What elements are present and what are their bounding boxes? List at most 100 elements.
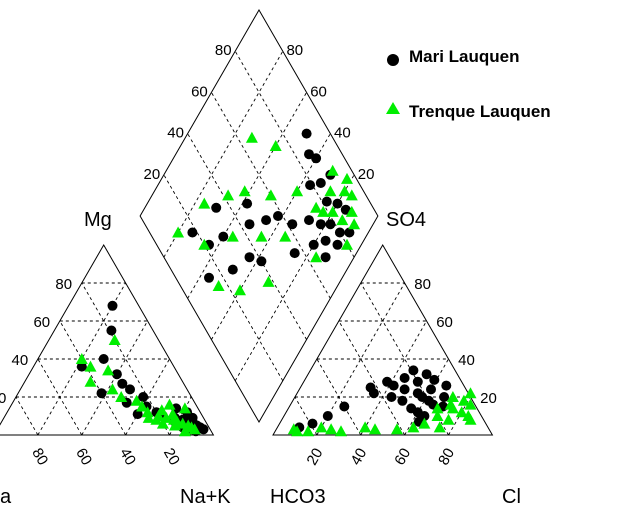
point-mari-lauquen-diamond-17 bbox=[273, 211, 283, 221]
diamond-grid-a-80 bbox=[163, 50, 284, 258]
diamond-grid-b-60 bbox=[211, 92, 331, 299]
tick-label-diamond-so4-60: 60 bbox=[310, 83, 327, 100]
point-mari-lauquen-diamond-26 bbox=[227, 264, 238, 275]
point-mari-lauquen-diamond-2 bbox=[334, 227, 345, 238]
point-trenque-lauquen-anion-12 bbox=[391, 423, 403, 435]
cation-grid-r-60 bbox=[81, 320, 148, 436]
legend-marker-trenque-lauquen bbox=[386, 102, 400, 114]
point-trenque-lauquen-diamond-16 bbox=[255, 230, 268, 242]
point-mari-lauquen-cation-1 bbox=[106, 325, 117, 336]
point-mari-lauquen-diamond-24 bbox=[211, 202, 222, 213]
point-trenque-lauquen-diamond-25 bbox=[172, 226, 185, 238]
point-trenque-lauquen-anion-23 bbox=[444, 398, 457, 410]
point-mari-lauquen-diamond-3 bbox=[332, 198, 343, 209]
diamond-grid-a-60 bbox=[187, 92, 307, 299]
point-trenque-lauquen-diamond-5 bbox=[326, 164, 339, 176]
point-trenque-lauquen-diamond-12 bbox=[291, 185, 304, 197]
point-mari-lauquen-anion-12 bbox=[439, 392, 450, 402]
tick-label-mg-80: 80 bbox=[55, 276, 72, 293]
anion-grid-r-80 bbox=[316, 282, 406, 436]
axis-label-hco3: HCO3 bbox=[270, 486, 326, 508]
tick-label-cl-60: 60 bbox=[391, 445, 414, 468]
point-trenque-lauquen-diamond-9 bbox=[317, 205, 330, 217]
anion-grid-l-20 bbox=[294, 396, 318, 436]
point-trenque-lauquen-anion-7 bbox=[431, 402, 444, 414]
point-mari-lauquen-cation-4 bbox=[117, 378, 128, 389]
tick-label-diamond-mg-20: 20 bbox=[144, 166, 161, 183]
cation-grid-l-20 bbox=[15, 396, 39, 436]
point-trenque-lauquen-diamond-26 bbox=[269, 140, 282, 151]
point-mari-lauquen-diamond-30 bbox=[301, 128, 312, 139]
point-mari-lauquen-anion-6 bbox=[399, 384, 410, 395]
point-mari-lauquen-diamond-1 bbox=[344, 227, 355, 238]
tick-label-diamond-so4-40: 40 bbox=[334, 125, 351, 142]
point-trenque-lauquen-cation-20 bbox=[142, 411, 155, 423]
point-mari-lauquen-diamond-19 bbox=[261, 215, 272, 226]
point-trenque-lauquen-cation-9 bbox=[141, 406, 154, 418]
tick-label-so4-40: 40 bbox=[458, 352, 475, 369]
tick-label-mg-40: 40 bbox=[12, 352, 29, 369]
gridlines bbox=[15, 50, 471, 436]
legend-marker-mari-lauquen bbox=[387, 54, 399, 66]
point-mari-lauquen-diamond-9 bbox=[320, 235, 331, 246]
point-mari-lauquen-diamond-14 bbox=[320, 252, 331, 263]
point-trenque-lauquen-diamond-22 bbox=[198, 238, 211, 250]
point-trenque-lauquen-cation-3 bbox=[102, 364, 115, 376]
point-trenque-lauquen-diamond-10 bbox=[310, 201, 323, 213]
point-mari-lauquen-cation-3 bbox=[76, 361, 87, 372]
cation-grid-l-60 bbox=[59, 320, 127, 436]
tick-label-diamond-so4-20: 20 bbox=[358, 166, 375, 183]
point-mari-lauquen-cation-6 bbox=[96, 388, 107, 399]
point-trenque-lauquen-diamond-24 bbox=[245, 131, 258, 143]
point-mari-lauquen-diamond-28 bbox=[187, 227, 198, 238]
point-trenque-lauquen-cation-24 bbox=[163, 398, 176, 410]
point-mari-lauquen-cation-5 bbox=[125, 384, 135, 395]
anion-grid-l-60 bbox=[338, 320, 406, 436]
tick-labels: 20 20 20 20 20 20 40 40 40 40 40 40 60 60 60 60 60 60 80 80… bbox=[0, 42, 497, 468]
point-mari-lauquen-diamond-8 bbox=[315, 219, 326, 230]
tick-label-na-k-40: 40 bbox=[116, 445, 139, 468]
point-mari-lauquen-cation-7 bbox=[138, 392, 149, 402]
point-trenque-lauquen-cation-26 bbox=[150, 413, 163, 425]
tick-label-na-k-60: 60 bbox=[72, 445, 95, 468]
tick-label-na-k-80: 80 bbox=[28, 445, 51, 468]
point-trenque-lauquen-anion-10 bbox=[433, 421, 446, 433]
point-trenque-lauquen-anion-17 bbox=[315, 421, 328, 433]
point-trenque-lauquen-anion-20 bbox=[287, 423, 300, 435]
point-mari-lauquen-cation-26 bbox=[111, 369, 122, 380]
point-mari-lauquen-diamond-5 bbox=[325, 219, 336, 230]
point-mari-lauquen-anion-9 bbox=[382, 376, 393, 387]
anion-grid-l-80 bbox=[360, 282, 449, 436]
point-trenque-lauquen-anion-16 bbox=[325, 423, 338, 435]
diamond-grid-b-80 bbox=[234, 50, 355, 258]
data-points bbox=[75, 128, 477, 437]
point-trenque-lauquen-diamond-4 bbox=[345, 189, 358, 201]
axis-label-cations-left: a bbox=[0, 486, 12, 508]
tick-label-so4-80: 80 bbox=[414, 276, 431, 293]
point-trenque-lauquen-cation-25 bbox=[169, 419, 181, 431]
point-mari-lauquen-anion-26 bbox=[408, 365, 419, 376]
point-trenque-lauquen-cation-17 bbox=[188, 423, 201, 435]
point-mari-lauquen-diamond-23 bbox=[244, 252, 255, 263]
point-mari-lauquen-cation-2 bbox=[98, 354, 109, 364]
point-mari-lauquen-diamond-16 bbox=[287, 219, 298, 230]
point-trenque-lauquen-diamond-23 bbox=[212, 280, 225, 291]
tick-label-cl-80: 80 bbox=[435, 445, 458, 468]
point-trenque-lauquen-cation-6 bbox=[115, 391, 128, 402]
point-mari-lauquen-diamond-4 bbox=[321, 196, 332, 207]
point-mari-lauquen-diamond-15 bbox=[308, 239, 319, 250]
point-trenque-lauquen-cation-19 bbox=[155, 404, 168, 416]
point-trenque-lauquen-diamond-17 bbox=[222, 189, 235, 201]
point-trenque-lauquen-diamond-21 bbox=[234, 284, 246, 296]
point-trenque-lauquen-diamond-19 bbox=[226, 230, 239, 242]
point-mari-lauquen-anion-7 bbox=[399, 373, 410, 383]
diagram-frames bbox=[0, 8, 494, 436]
point-trenque-lauquen-anion-22 bbox=[464, 387, 477, 399]
point-trenque-lauquen-diamond-7 bbox=[326, 205, 339, 217]
point-trenque-lauquen-anion-1 bbox=[457, 394, 470, 406]
anion-triangle bbox=[272, 244, 494, 436]
point-mari-lauquen-cation-0 bbox=[107, 300, 118, 311]
tick-label-diamond-mg-40: 40 bbox=[167, 125, 184, 142]
point-trenque-lauquen-anion-21 bbox=[464, 413, 477, 425]
